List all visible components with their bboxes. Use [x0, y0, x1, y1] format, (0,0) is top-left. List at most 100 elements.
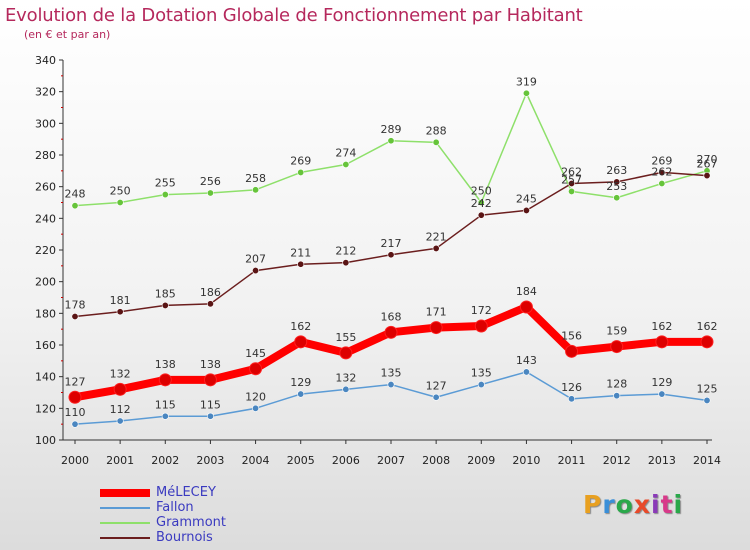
data-point	[522, 206, 530, 214]
data-point	[519, 300, 533, 314]
data-point	[158, 373, 172, 387]
legend-swatch	[100, 537, 150, 539]
x-tick-label: 2000	[61, 454, 89, 467]
data-label: 129	[290, 376, 311, 389]
y-tick-label: 260	[35, 181, 56, 194]
y-tick-label: 220	[35, 244, 56, 257]
legend-label: MéLECEY	[156, 485, 216, 500]
data-label: 172	[471, 304, 492, 317]
data-label: 168	[381, 310, 402, 323]
data-point	[206, 189, 214, 197]
x-tick-label: 2007	[377, 454, 405, 467]
data-label: 138	[155, 358, 176, 371]
data-label: 186	[200, 286, 221, 299]
x-tick-label: 2003	[196, 454, 224, 467]
data-label: 319	[516, 75, 537, 88]
data-label: 127	[65, 375, 86, 388]
data-point	[252, 267, 260, 275]
data-point	[568, 187, 576, 195]
data-point	[387, 381, 395, 389]
data-point	[68, 390, 82, 404]
data-point	[429, 321, 443, 335]
data-label: 159	[606, 325, 627, 338]
y-tick-label: 180	[35, 307, 56, 320]
data-point	[342, 259, 350, 267]
data-point	[387, 137, 395, 145]
data-point	[655, 335, 669, 349]
x-tick-label: 2010	[512, 454, 540, 467]
data-point	[342, 385, 350, 393]
data-label: 135	[471, 367, 492, 380]
data-point	[432, 393, 440, 401]
x-tick-label: 2005	[287, 454, 315, 467]
y-tick-label: 340	[35, 54, 56, 67]
data-point	[206, 412, 214, 420]
x-tick-label: 2013	[648, 454, 676, 467]
data-point	[387, 251, 395, 259]
y-tick-label: 320	[35, 86, 56, 99]
data-label: 178	[65, 299, 86, 312]
data-label: 125	[697, 382, 718, 395]
data-label: 115	[155, 398, 176, 411]
data-label: 127	[426, 379, 447, 392]
data-label: 162	[290, 320, 311, 333]
data-label: 115	[200, 398, 221, 411]
labels-grammont: 248 250 255 256 258 269 274 289 288 250 319 257 253 2…	[65, 75, 718, 200]
data-point	[477, 199, 485, 207]
y-tick-label: 200	[35, 276, 56, 289]
x-tick-label: 2012	[603, 454, 631, 467]
data-point	[613, 178, 621, 186]
legend-swatch	[100, 507, 150, 509]
data-point	[568, 180, 576, 188]
data-label: 263	[606, 164, 627, 177]
data-label: 212	[335, 245, 356, 258]
x-tick-label: 2002	[151, 454, 179, 467]
data-label: 262	[651, 166, 672, 179]
data-point	[203, 373, 217, 387]
data-label: 156	[561, 329, 582, 342]
data-point	[610, 340, 624, 354]
data-point	[297, 390, 305, 398]
legend-swatch	[100, 489, 150, 497]
data-point	[252, 186, 260, 194]
legend-label: Bournois	[156, 530, 213, 545]
data-label: 253	[606, 180, 627, 193]
data-point	[613, 194, 621, 202]
data-point	[565, 344, 579, 358]
data-point	[339, 346, 353, 360]
data-point	[703, 396, 711, 404]
data-label: 274	[335, 147, 356, 160]
data-label: 184	[516, 285, 537, 298]
data-label: 250	[110, 185, 131, 198]
data-point	[522, 89, 530, 97]
data-point	[703, 172, 711, 180]
data-point	[161, 412, 169, 420]
data-label: 143	[516, 354, 537, 367]
data-point	[252, 404, 260, 412]
data-point	[161, 191, 169, 199]
legend-label: Grammont	[156, 515, 227, 530]
data-label: 126	[561, 381, 582, 394]
data-label: 288	[426, 124, 447, 137]
data-point	[522, 368, 530, 376]
data-label: 258	[245, 172, 266, 185]
data-point	[249, 362, 263, 376]
data-label: 255	[155, 177, 176, 190]
data-label: 250	[471, 185, 492, 198]
data-label: 145	[245, 347, 266, 360]
data-label: 269	[651, 154, 672, 167]
labels-bournois: 178 181 185 186 207 211 212 217 221 242 245 262 263 2…	[65, 154, 718, 311]
y-tick-label: 140	[35, 371, 56, 384]
data-label: 155	[335, 331, 356, 344]
labels-m-lecey: 127 132 138 138 145 162 155 168 171 172 184 156 159 1…	[65, 285, 718, 388]
data-label: 128	[606, 378, 627, 391]
data-label: 112	[110, 403, 131, 416]
data-label: 270	[697, 153, 718, 166]
data-point	[474, 319, 488, 333]
y-tick-label: 120	[35, 402, 56, 415]
data-label: 221	[426, 230, 447, 243]
legend-swatch	[100, 522, 150, 524]
chart-title: Evolution de la Dotation Globale de Fonc…	[5, 5, 583, 26]
data-point	[113, 382, 127, 396]
data-label: 289	[381, 123, 402, 136]
